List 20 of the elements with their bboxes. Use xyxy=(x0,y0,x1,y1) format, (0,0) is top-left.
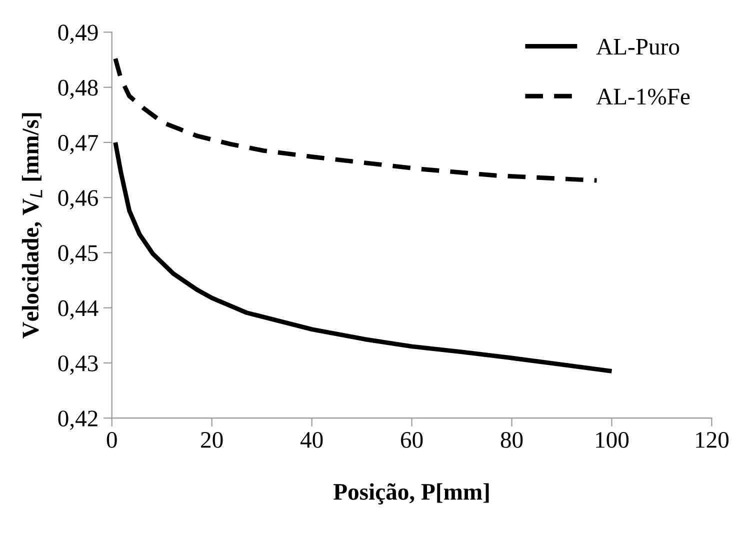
x-tick-label: 40 xyxy=(300,432,323,448)
legend-label: AL-1%Fe xyxy=(596,88,690,105)
x-tick-label: 0 xyxy=(106,432,117,448)
x-tick-label: 60 xyxy=(401,432,423,448)
x-axis-title: Posição, P[mm] xyxy=(334,483,489,504)
x-tick-label: 80 xyxy=(500,432,523,448)
y-tick-label: 0,45 xyxy=(58,245,98,265)
y-tick-label: 0,49 xyxy=(58,24,98,44)
y-tick-label: 0,42 xyxy=(58,410,98,430)
y-tick-label: 0,43 xyxy=(58,355,98,375)
x-tick-label: 100 xyxy=(596,432,629,448)
legend-label: AL-Puro xyxy=(596,38,680,55)
x-tick-label: 120 xyxy=(696,432,729,448)
y-tick-label: 0,48 xyxy=(58,80,98,100)
y-tick-label: 0,47 xyxy=(58,134,98,154)
y-tick-label: 0,46 xyxy=(58,190,98,210)
y-tick-label: 0,44 xyxy=(58,300,98,320)
line-series xyxy=(113,140,614,374)
x-tick-label: 20 xyxy=(201,432,223,448)
y-axis-title: Velocidade, V$_{L}$ [mm/s] xyxy=(22,113,42,338)
